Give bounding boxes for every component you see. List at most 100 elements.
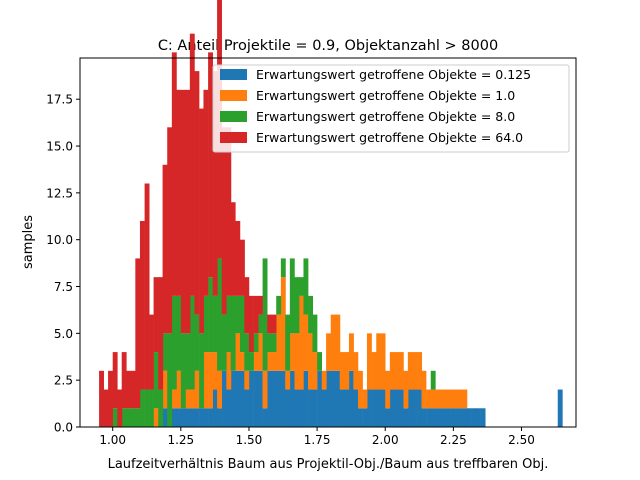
histogram-bar-series-1-bin-36 bbox=[353, 352, 359, 390]
histogram-bar-series-0-bin-64 bbox=[458, 408, 463, 427]
histogram-bar-series-0-bin-60 bbox=[439, 408, 445, 427]
histogram-bar-series-3-bin-10 bbox=[144, 183, 150, 390]
histogram-bar-series-3-bin-28 bbox=[226, 127, 232, 296]
histogram-bar-series-0-bin-29 bbox=[298, 389, 304, 427]
histogram-bar-series-0-bin-0 bbox=[162, 408, 168, 427]
histogram-bar-series-2-bin-42 bbox=[308, 295, 314, 334]
legend-entry-label: Erwartungswert getroffene Objekte = 0.12… bbox=[256, 67, 531, 82]
legend-swatch bbox=[220, 69, 247, 80]
histogram-bar-series-1-bin-15 bbox=[253, 352, 259, 371]
histogram-bar-series-2-bin-12 bbox=[171, 295, 177, 390]
x-tick-label: 2.25 bbox=[440, 433, 467, 447]
histogram-bar-series-2-bin-43 bbox=[312, 314, 318, 353]
histogram-bar-series-2-bin-2 bbox=[126, 408, 132, 427]
histogram-bar-series-2-bin-34 bbox=[271, 333, 277, 353]
y-tick-label: 17.5 bbox=[46, 93, 73, 107]
histogram-bar-series-0-bin-31 bbox=[308, 389, 314, 427]
histogram-bar-series-1-bin-26 bbox=[303, 314, 309, 371]
histogram-bar-series-2-bin-16 bbox=[189, 295, 195, 390]
histogram-bar-series-2-bin-38 bbox=[289, 258, 295, 334]
histogram-bar-series-0-bin-55 bbox=[417, 389, 423, 427]
histogram-bar-series-1-bin-28 bbox=[312, 352, 318, 390]
histogram-bar-series-2-bin-44 bbox=[317, 352, 322, 371]
histogram-bar-series-1-bin-37 bbox=[357, 370, 363, 409]
histogram-bar-series-0-bin-19 bbox=[253, 370, 259, 427]
histogram-bar-series-2-bin-19 bbox=[203, 295, 209, 353]
y-tick-label: 0.0 bbox=[54, 421, 73, 435]
histogram-bar-series-2-bin-6 bbox=[144, 389, 150, 427]
histogram-bar-series-0-bin-57 bbox=[426, 408, 432, 427]
histogram-bar-series-0-bin-5 bbox=[189, 408, 195, 427]
histogram-bar-series-2-bin-30 bbox=[253, 333, 259, 353]
histogram-bar-series-3-bin-31 bbox=[239, 239, 245, 296]
histogram-bar-series-0-bin-65 bbox=[462, 408, 468, 427]
histogram-bar-series-1-bin-39 bbox=[366, 333, 372, 390]
legend-frame bbox=[212, 64, 570, 153]
histogram-bar-series-1-bin-49 bbox=[412, 352, 418, 390]
histogram-bar-series-1-bin-34 bbox=[344, 352, 350, 390]
histogram-bar-series-0-bin-9 bbox=[208, 408, 213, 427]
histogram-bar-series-0-bin-12 bbox=[221, 370, 227, 427]
histogram-bar-series-0-bin-68 bbox=[475, 408, 481, 427]
histogram-bar-series-0-bin-13 bbox=[226, 389, 232, 427]
histogram-bar-series-1-bin-58 bbox=[453, 389, 459, 409]
histogram-bar-series-0-bin-6 bbox=[194, 408, 200, 427]
histogram-bar-series-3-bin-2 bbox=[108, 370, 113, 427]
histogram-bar-series-0-bin-8 bbox=[203, 408, 209, 427]
histogram-bar-series-2-bin-25 bbox=[230, 295, 236, 371]
histogram-bar-series-0-bin-1 bbox=[171, 408, 177, 427]
histogram-bar-series-1-bin-8 bbox=[208, 352, 213, 409]
histogram-bar-series-1-bin-6 bbox=[194, 370, 200, 409]
histogram-bar-series-2-bin-9 bbox=[158, 389, 164, 427]
histogram-bar-series-1-bin-20 bbox=[276, 314, 282, 371]
histogram-bar-series-3-bin-11 bbox=[148, 314, 154, 390]
histogram-bar-series-0-bin-36 bbox=[330, 370, 336, 427]
histogram-bar-series-3-bin-14 bbox=[162, 164, 168, 334]
histogram-bar-series-2-bin-37 bbox=[285, 314, 291, 371]
histogram-bar-series-0-bin-33 bbox=[317, 370, 322, 427]
histogram-bar-series-0-bin-52 bbox=[403, 408, 409, 427]
histogram-bar-series-1-bin-3 bbox=[176, 370, 182, 409]
histogram-bar-series-3-bin-1 bbox=[103, 389, 109, 427]
histogram-bar-series-1-bin-1 bbox=[162, 370, 168, 409]
histogram-bar-series-3-bin-27 bbox=[221, 127, 227, 315]
histogram-bar-series-2-bin-7 bbox=[148, 389, 154, 427]
histogram-bar-series-0-bin-10 bbox=[212, 389, 218, 427]
legend-entry-label: Erwartungswert getroffene Objekte = 8.0 bbox=[256, 109, 515, 124]
histogram-bar-series-1-bin-51 bbox=[421, 370, 427, 409]
histogram-bar-series-2-bin-10 bbox=[162, 333, 168, 371]
histogram-bar-series-2-bin-45 bbox=[430, 370, 436, 390]
histogram-bar-series-3-bin-3 bbox=[112, 352, 118, 409]
histogram-bar-series-3-bin-0 bbox=[99, 370, 104, 427]
x-tick-label: 1.75 bbox=[304, 433, 331, 447]
histogram-bar-series-0-bin-59 bbox=[435, 408, 440, 427]
legend-swatch bbox=[220, 132, 247, 143]
histogram-bar-series-0-bin-4 bbox=[185, 408, 191, 427]
histogram-bar-series-0-bin-11 bbox=[217, 408, 222, 427]
histogram-bar-series-1-bin-59 bbox=[458, 389, 463, 409]
histogram-bar-series-1-bin-48 bbox=[407, 352, 413, 390]
histogram-bar-series-2-bin-22 bbox=[217, 258, 222, 371]
histogram-bar-series-0-bin-22 bbox=[267, 370, 273, 427]
histogram-bar-series-2-bin-1 bbox=[121, 408, 127, 427]
histogram-bar-series-3-bin-9 bbox=[139, 220, 145, 390]
histogram-bar-series-1-bin-33 bbox=[339, 352, 345, 390]
histogram-bar-series-0-bin-70 bbox=[557, 389, 563, 427]
bars-layer bbox=[99, 0, 563, 427]
histogram-bar-series-0-bin-25 bbox=[280, 370, 286, 427]
histogram-bar-series-2-bin-27 bbox=[239, 295, 245, 353]
histogram-bar-series-2-bin-3 bbox=[130, 408, 136, 427]
y-tick-label: 12.5 bbox=[46, 186, 73, 200]
histogram-bar-series-0-bin-67 bbox=[471, 408, 477, 427]
histogram-bar-series-1-bin-2 bbox=[171, 389, 177, 409]
histogram-bar-series-1-bin-60 bbox=[462, 389, 468, 409]
histogram-bar-series-0-bin-21 bbox=[262, 408, 268, 427]
histogram-bar-series-3-bin-4 bbox=[117, 389, 123, 427]
histogram-bar-series-2-bin-40 bbox=[298, 277, 304, 296]
histogram-bar-series-1-bin-18 bbox=[267, 352, 273, 371]
histogram-bar-series-0-bin-46 bbox=[376, 389, 382, 427]
histogram-bar-series-3-bin-6 bbox=[126, 370, 132, 409]
histogram-bar-series-3-bin-20 bbox=[189, 33, 195, 296]
histogram-bar-series-3-bin-25 bbox=[212, 71, 218, 296]
x-tick-label: 1.00 bbox=[99, 433, 126, 447]
